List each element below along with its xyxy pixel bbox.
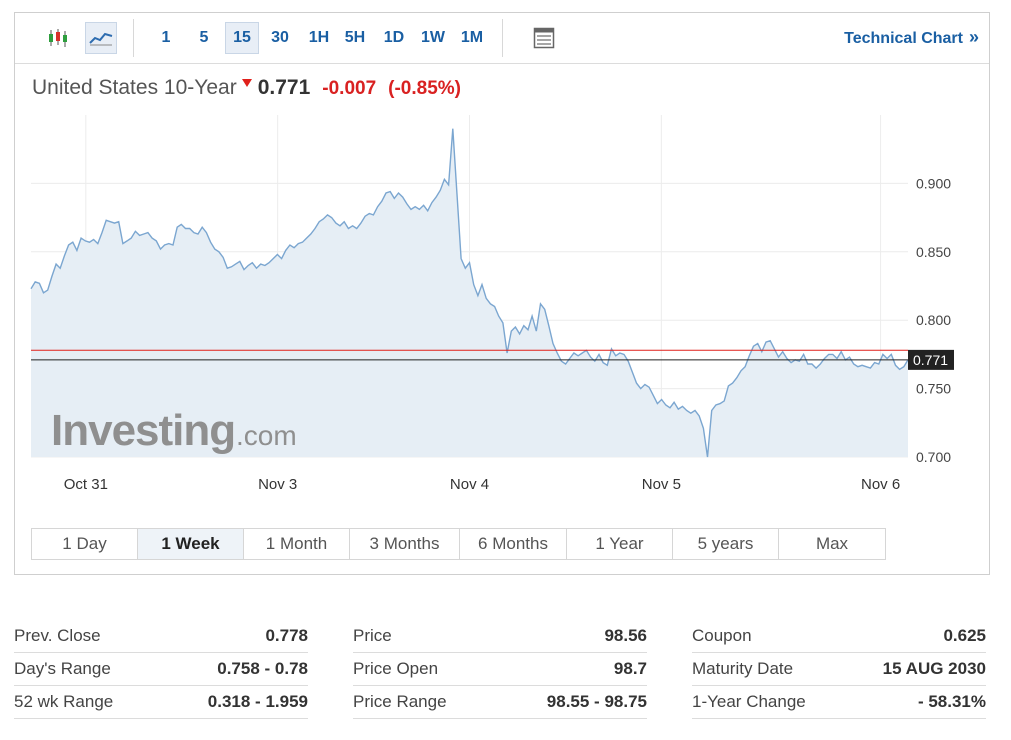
stats-column: Price 98.56 Price Open 98.7 Price Range 98.55… — [353, 620, 647, 719]
y-tick-label: 0.850 — [916, 244, 951, 260]
period-3-months[interactable]: 3 Months — [350, 529, 460, 559]
period-1-month[interactable]: 1 Month — [244, 529, 350, 559]
stat-value: 98.55 - 98.75 — [546, 692, 647, 711]
stat-label: Prev. Close — [14, 626, 101, 645]
toolbar-divider — [133, 19, 134, 57]
stat-row: Price Range 98.55 - 98.75 — [353, 686, 647, 719]
double-chevron-icon: » — [968, 27, 979, 47]
x-tick-label: Oct 31 — [64, 476, 108, 493]
price-change: -0.007 — [322, 78, 377, 99]
candlestick-icon[interactable] — [42, 22, 74, 54]
stat-value: 0.625 — [943, 626, 986, 645]
interval-15[interactable]: 15 — [225, 22, 259, 54]
chart-toolbar: 1 5 15 30 1H 5H 1D 1W 1M Technical Chart» — [15, 13, 989, 64]
period-6-months[interactable]: 6 Months — [460, 529, 567, 559]
x-tick-label: Nov 6 — [861, 476, 900, 493]
stat-label: 1-Year Change — [692, 692, 806, 711]
period-5-years[interactable]: 5 years — [673, 529, 779, 559]
table-view-icon[interactable] — [528, 22, 560, 54]
stat-row: Price 98.56 — [353, 620, 647, 653]
instrument-name: United States 10-Year — [32, 76, 237, 99]
stat-label: Coupon — [692, 626, 752, 645]
stats-column: Coupon 0.625 Maturity Date 15 AUG 2030 1-Yea… — [692, 620, 986, 719]
y-tick-label: 0.700 — [916, 449, 951, 465]
x-tick-label: Nov 4 — [450, 476, 489, 493]
interval-30[interactable]: 30 — [271, 29, 289, 46]
stat-value: 0.758 - 0.78 — [217, 659, 308, 678]
interval-1h[interactable]: 1H — [308, 29, 330, 46]
x-tick-label: Nov 3 — [258, 476, 297, 493]
stat-label: Price — [353, 626, 392, 645]
stat-value: 15 AUG 2030 — [882, 659, 986, 678]
y-tick-label: 0.750 — [916, 381, 951, 397]
stat-row: Price Open 98.7 — [353, 653, 647, 686]
instrument-header: United States 10-Year 0.771 -0.007 (-0.85%) — [32, 73, 461, 103]
y-tick-label: 0.800 — [916, 312, 951, 328]
stat-label: Price Range — [353, 692, 447, 711]
investing-watermark-suffix: .com — [236, 420, 297, 451]
stat-row: Maturity Date 15 AUG 2030 — [692, 653, 986, 686]
period-selector: 1 Day 1 Week 1 Month 3 Months 6 Months 1 Year… — [31, 528, 886, 560]
x-tick-label: Nov 5 — [642, 476, 681, 493]
price-area — [31, 128, 908, 457]
interval-1[interactable]: 1 — [161, 29, 171, 46]
stat-label: Maturity Date — [692, 659, 794, 678]
stat-label: 52 wk Range — [14, 692, 114, 711]
toolbar-divider — [502, 19, 503, 57]
stat-label: Day's Range — [14, 659, 111, 678]
technical-chart-label: Technical Chart — [844, 30, 963, 47]
chart-widget: 1 5 15 30 1H 5H 1D 1W 1M Technical Chart» United… — [14, 12, 990, 575]
interval-1d[interactable]: 1D — [383, 29, 405, 46]
price-line — [30, 128, 909, 458]
stats-column: Prev. Close 0.778 Day's Range 0.758 - 0.78 5… — [14, 620, 308, 719]
stat-value: 98.56 — [604, 626, 647, 645]
stat-value: 0.778 — [265, 626, 308, 645]
stat-value: 98.7 — [613, 659, 647, 678]
period-max[interactable]: Max — [815, 534, 849, 553]
period-1-week[interactable]: 1 Week — [138, 529, 244, 559]
investing-watermark: Investing — [51, 406, 235, 455]
down-arrow-icon — [241, 79, 252, 87]
interval-5h[interactable]: 5H — [344, 29, 366, 46]
price-change-percent: (-0.85%) — [388, 78, 461, 99]
stat-row: Coupon 0.625 — [692, 620, 986, 653]
interval-5[interactable]: 5 — [199, 29, 209, 46]
y-tick-label: 0.900 — [916, 175, 951, 191]
price-chart[interactable]: 0.900 0.850 0.800 0.750 0.700 Investing .com 0.… — [15, 13, 989, 513]
stat-row: 52 wk Range 0.318 - 1.959 — [14, 686, 308, 719]
stat-row: 1-Year Change - 58.31% — [692, 686, 986, 719]
technical-chart-link[interactable]: Technical Chart » — [844, 23, 979, 51]
interval-1m[interactable]: 1M — [460, 29, 484, 46]
period-1-day[interactable]: 1 Day — [32, 529, 138, 559]
interval-1w[interactable]: 1W — [421, 29, 445, 46]
current-price-tag-label: 0.771 — [913, 352, 948, 368]
stat-label: Price Open — [353, 659, 439, 678]
current-price-tag — [908, 349, 954, 370]
stat-value: - 58.31% — [917, 692, 986, 711]
area-chart-icon[interactable] — [85, 22, 117, 54]
period-1-year[interactable]: 1 Year — [567, 529, 673, 559]
last-price: 0.771 — [257, 76, 311, 99]
stat-row: Day's Range 0.758 - 0.78 — [14, 653, 308, 686]
stat-row: Prev. Close 0.778 — [14, 620, 308, 653]
stat-value: 0.318 - 1.959 — [207, 692, 308, 711]
